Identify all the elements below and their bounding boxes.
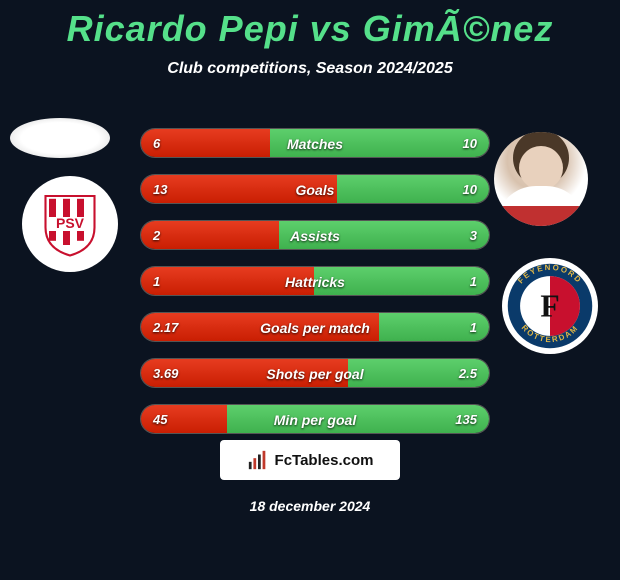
player-b-avatar (494, 132, 588, 226)
psv-shield-icon: PSV (35, 189, 105, 259)
stat-value-b: 1 (470, 267, 477, 296)
stat-label: Hattricks (141, 267, 489, 296)
stat-value-a: 3.69 (153, 359, 178, 388)
stat-label: Goals (141, 175, 489, 204)
stat-value-b: 2.5 (459, 359, 477, 388)
stat-row: Min per goal45 135 (140, 404, 490, 434)
title-player-b: GimÃ©nez (363, 8, 554, 49)
stat-value-b: 135 (455, 405, 477, 434)
stat-label: Min per goal (141, 405, 489, 434)
stat-value-a: 1 (153, 267, 160, 296)
stat-label: Shots per goal (141, 359, 489, 388)
stat-value-a: 2 (153, 221, 160, 250)
stat-value-a: 2.17 (153, 313, 178, 342)
watermark: FcTables.com (220, 440, 400, 480)
stat-value-b: 10 (463, 175, 477, 204)
stat-label: Assists (141, 221, 489, 250)
stat-value-a: 6 (153, 129, 160, 158)
stat-value-a: 13 (153, 175, 167, 204)
stat-row: Matches6 10 (140, 128, 490, 158)
stat-row: Goals13 10 (140, 174, 490, 204)
stat-label: Matches (141, 129, 489, 158)
subtitle: Club competitions, Season 2024/2025 (0, 60, 620, 78)
stat-value-b: 10 (463, 129, 477, 158)
watermark-chart-icon (247, 449, 269, 471)
stat-row: Shots per goal3.69 2.5 (140, 358, 490, 388)
stat-value-b: 3 (470, 221, 477, 250)
stat-value-b: 1 (470, 313, 477, 342)
stats-container: Matches610Goals1310Assists23Hattricks11G… (140, 128, 490, 450)
feyenoord-badge-icon: F FEYENOORD ROTTERDAM (506, 262, 594, 350)
title-vs: vs (310, 8, 352, 49)
stat-row: Hattricks1 1 (140, 266, 490, 296)
svg-text:PSV: PSV (56, 215, 85, 231)
stat-label: Goals per match (141, 313, 489, 342)
title-player-a: Ricardo Pepi (67, 8, 299, 49)
club-a-badge: PSV (22, 176, 118, 272)
stat-row: Assists2 3 (140, 220, 490, 250)
date-text: 18 december 2024 (0, 498, 620, 514)
page-title: Ricardo Pepi vs GimÃ©nez (0, 0, 620, 50)
club-b-badge: F FEYENOORD ROTTERDAM (502, 258, 598, 354)
stat-row: Goals per match2.17 1 (140, 312, 490, 342)
stat-value-a: 45 (153, 405, 167, 434)
watermark-text: FcTables.com (275, 452, 374, 469)
player-a-avatar (10, 118, 110, 158)
svg-text:F: F (540, 289, 559, 324)
